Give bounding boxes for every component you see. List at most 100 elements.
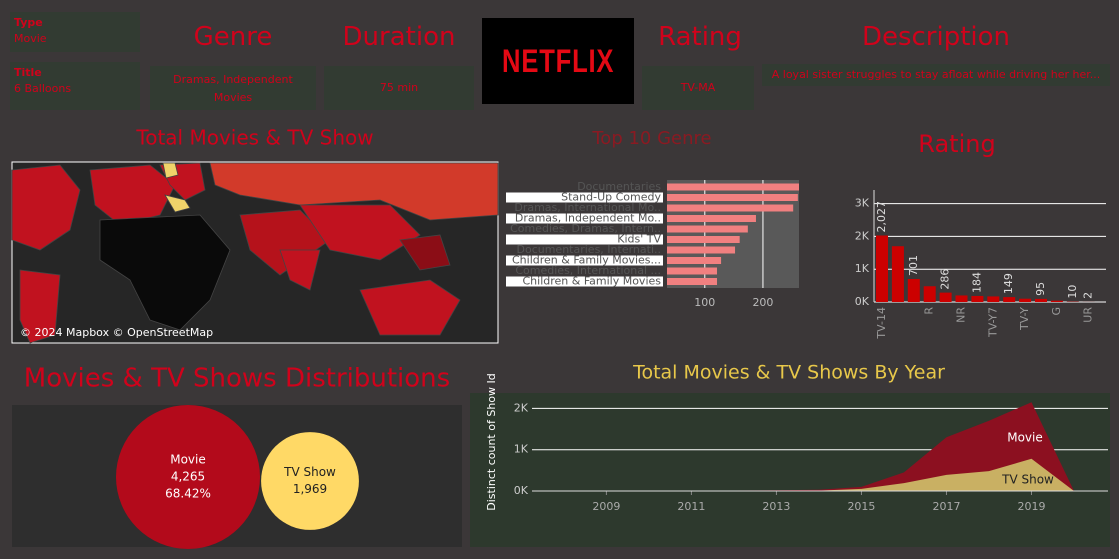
netflix-logo: NETFLIX: [482, 18, 634, 104]
x-tick-label: 2019: [1017, 500, 1045, 513]
row-highlight: [506, 276, 663, 287]
y-tick-label: Stand-Up Comedy: [561, 191, 661, 204]
y-tick-label: 2K: [514, 401, 529, 414]
type-card: Type Movie: [10, 12, 140, 52]
title-card: Title 6 Balloons: [10, 62, 140, 110]
x-tick-label: 100: [694, 296, 715, 309]
value-label: 701: [907, 255, 920, 276]
bar: [876, 235, 888, 302]
bar: [1019, 298, 1032, 302]
x-tick-label: 2013: [762, 500, 790, 513]
map-attribution: © 2024 Mapbox © OpenStreetMap: [20, 326, 213, 339]
y-axis-label: Distinct count of Show Id: [485, 373, 498, 511]
bubble-label: TV Show: [283, 465, 336, 479]
bar: [907, 278, 920, 302]
value-label: 2,027: [875, 201, 888, 233]
y-tick-label: Dramas, Independent Mo..: [515, 212, 661, 225]
chart-title: Rating: [918, 130, 995, 158]
chart-title: Total Movies & TV Shows By Year: [632, 362, 945, 384]
x-tick-label: 2011: [677, 500, 705, 513]
x-tick-label: R: [923, 307, 936, 315]
y-tick-label: Children & Family Movies...: [512, 254, 661, 267]
y-tick-label: Children & Family Movies: [522, 275, 661, 288]
description-value: A loyal sister struggles to stay afloat …: [762, 64, 1110, 86]
y-tick-label: 0K: [855, 295, 870, 308]
value-label: 184: [970, 272, 983, 293]
x-tick-label: NR: [955, 307, 968, 323]
x-tick-label: TV-Y7: [986, 307, 999, 338]
bar: [1003, 297, 1016, 302]
y-tick-label: Documentaries, Internati..: [517, 243, 662, 256]
series-label: Movie: [1007, 431, 1043, 445]
logo-text: NETFLIX: [501, 43, 615, 79]
duration-label: Duration: [342, 22, 456, 52]
rating-value: TV-MA: [642, 66, 754, 110]
y-tick-label: Comedies, Dramas, Intern..: [510, 222, 661, 235]
bar: [667, 225, 748, 233]
duration-value: 75 min: [324, 66, 474, 110]
value-label: 286: [939, 269, 952, 290]
genre-label: Genre: [193, 22, 273, 52]
x-tick-label: 2009: [592, 500, 620, 513]
bubble-label: 68.42%: [165, 487, 211, 501]
bubble: [116, 405, 260, 549]
y-tick-label: 1K: [514, 443, 529, 456]
title-label: Title: [14, 66, 42, 79]
bar: [667, 267, 718, 275]
bar: [667, 257, 722, 264]
genre-value: Dramas, Independent Movies: [150, 66, 316, 110]
value-label: 10: [1066, 285, 1079, 299]
chart-title: Movies & TV Shows Distributions: [24, 364, 450, 394]
y-tick-label: 0K: [514, 484, 529, 497]
bar: [667, 183, 799, 191]
title-value: 6 Balloons: [14, 82, 72, 95]
bar: [667, 246, 736, 254]
bar: [1035, 298, 1047, 302]
type-label: Type: [14, 16, 43, 29]
row-highlight: [506, 213, 663, 224]
bubble-label: Movie: [170, 453, 206, 467]
bar: [667, 236, 740, 243]
x-tick-label: G: [1050, 307, 1063, 316]
y-tick-label: 3K: [855, 197, 870, 210]
bar: [971, 295, 984, 302]
value-label: 149: [1002, 273, 1015, 294]
value-label: 2: [1082, 292, 1095, 299]
bubble-label: 4,265: [171, 470, 205, 484]
bar: [891, 246, 904, 302]
x-tick-label: UR: [1082, 307, 1095, 323]
row-highlight: [506, 234, 663, 245]
x-tick-label: 2017: [932, 500, 960, 513]
bar: [667, 194, 798, 201]
area: [563, 402, 1074, 491]
y-tick-label: 1K: [855, 262, 870, 275]
y-tick-label: Dramas, International Mo..: [514, 201, 661, 214]
bar: [955, 295, 968, 302]
bar: [667, 215, 756, 222]
bar: [667, 278, 718, 285]
bar: [1050, 300, 1063, 302]
bar: [939, 292, 952, 302]
bar: [667, 204, 794, 212]
description-label: Description: [861, 22, 1011, 52]
bar: [987, 296, 1000, 302]
bubble: [261, 432, 359, 530]
y-tick-label: 2K: [855, 229, 870, 242]
y-tick-label: Documentaries: [577, 180, 661, 193]
rating-label: Rating: [658, 22, 742, 52]
row-highlight: [506, 255, 663, 266]
chart-title: Top 10 Genre: [591, 128, 711, 149]
value-label: 95: [1034, 282, 1047, 296]
map-land: [11, 162, 499, 344]
area: [563, 458, 1074, 491]
x-tick-label: 200: [752, 296, 773, 309]
series-label: TV Show: [1001, 473, 1054, 487]
bar: [923, 286, 936, 302]
y-tick-label: Kids' TV: [617, 233, 661, 246]
x-tick-label: TV-Y: [1018, 307, 1031, 331]
type-value: Movie: [14, 32, 47, 45]
x-tick-label: 2015: [847, 500, 875, 513]
map-title: Total Movies & TV Show: [135, 126, 373, 150]
